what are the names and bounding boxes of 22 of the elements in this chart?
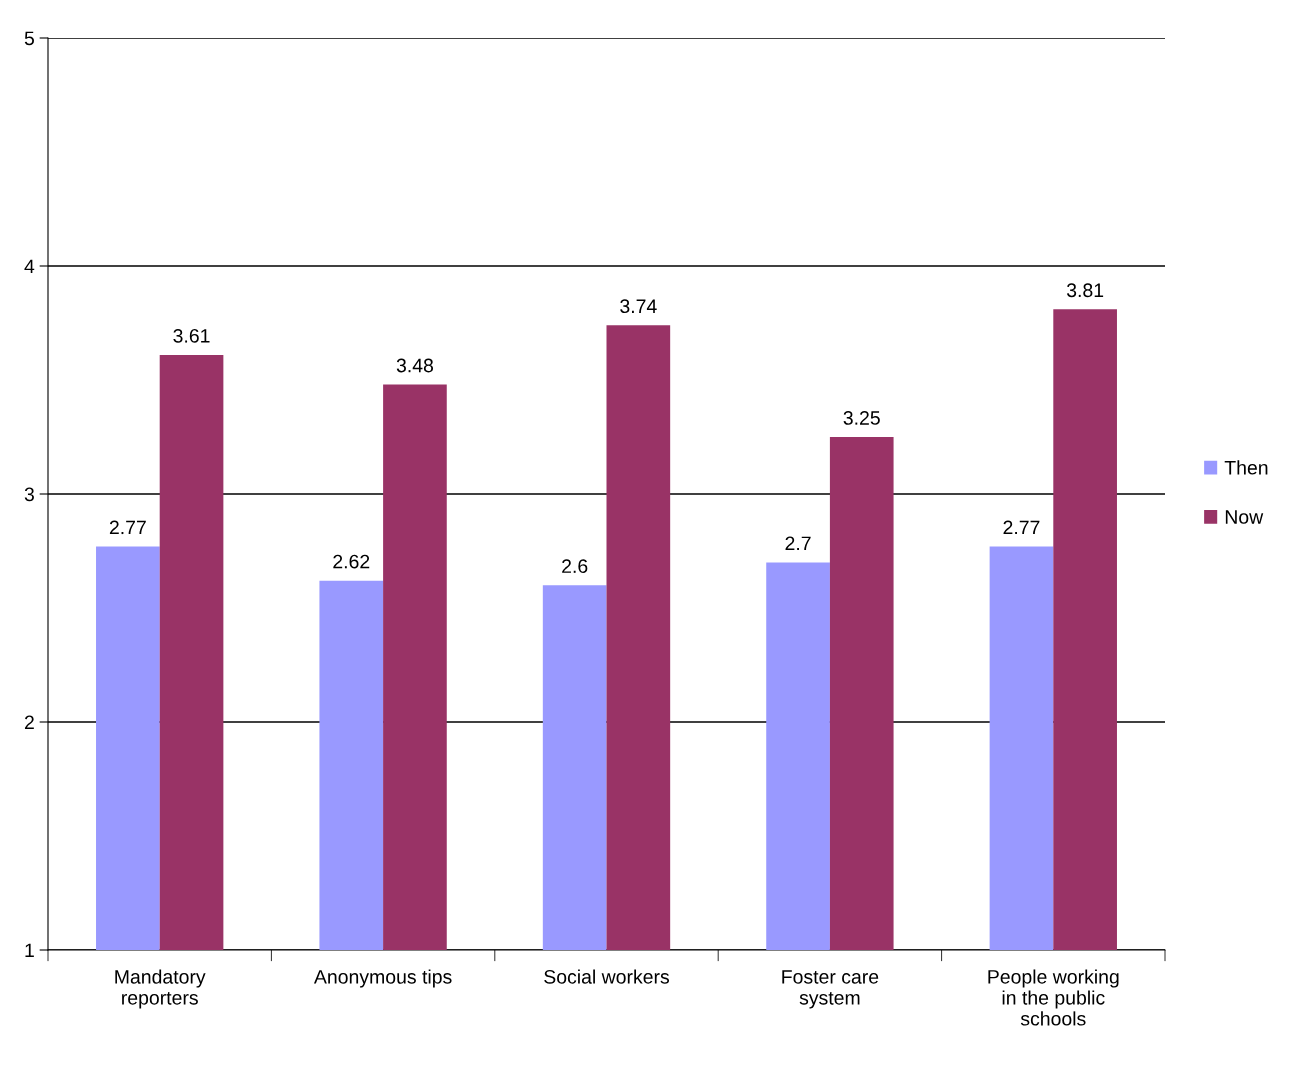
data-label: 3.25 — [843, 411, 880, 425]
data-label: 2.77 — [109, 520, 146, 535]
x-tick-label: Foster care system — [782, 970, 879, 1009]
data-label: 3.74 — [620, 299, 657, 314]
y-tick-label: 1 — [25, 943, 34, 958]
x-tick-label: Anonymous tips — [313, 969, 452, 988]
y-tick-label: 5 — [24, 31, 34, 46]
y-tick-label: 4 — [24, 259, 35, 274]
data-label: 3.81 — [1066, 283, 1104, 298]
data-label: 3.48 — [396, 358, 434, 373]
legend-label: Then — [1224, 460, 1268, 475]
y-tick-label: 3 — [24, 487, 34, 502]
data-label: 2.6 — [562, 559, 588, 574]
data-label: 3.61 — [173, 328, 210, 343]
legend-label: Now — [1225, 510, 1264, 524]
data-label: 2.77 — [1003, 520, 1040, 535]
data-label: 2.62 — [333, 554, 370, 569]
x-tick-label: Mandatory reporters — [115, 969, 206, 1009]
x-tick-label: People working in the public schools — [988, 969, 1119, 1026]
y-tick-label: 2 — [24, 715, 34, 730]
data-label: 2.7 — [785, 536, 811, 551]
x-tick-label: Social workers — [544, 969, 670, 984]
